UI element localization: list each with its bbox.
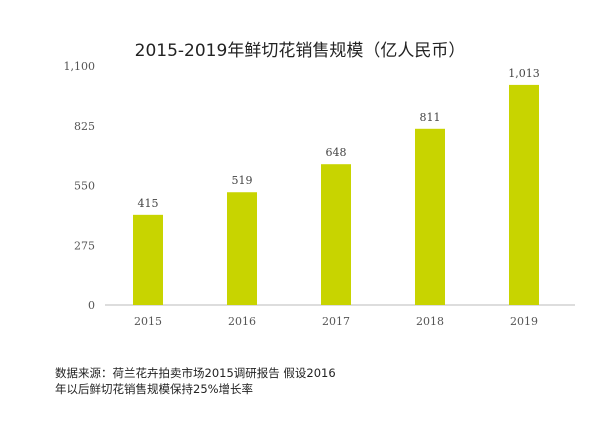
bar (321, 164, 351, 305)
data-label: 1,013 (508, 67, 540, 80)
bar (415, 128, 445, 305)
x-tick-label: 2018 (416, 315, 444, 328)
y-tick-label: 825 (74, 120, 95, 133)
data-label: 415 (138, 197, 159, 210)
y-tick-label: 0 (88, 299, 95, 312)
y-tick-label: 550 (74, 180, 95, 193)
chart-title: 2015-2019年鲜切花销售规模（亿人民币） (134, 41, 466, 61)
bar (509, 84, 539, 305)
bar (227, 192, 257, 305)
data-label: 648 (326, 146, 347, 159)
x-tick-label: 2019 (510, 315, 538, 328)
data-label: 811 (420, 111, 441, 124)
x-tick-label: 2017 (322, 315, 350, 328)
x-tick-label: 2016 (228, 315, 256, 328)
y-tick-label: 275 (74, 239, 95, 252)
source-note: 数据来源：荷兰花卉拍卖市场2015调研报告 假设2016年以后鲜切花销售规模保持… (55, 366, 336, 396)
x-tick-label: 2015 (134, 315, 162, 328)
y-tick-label: 1,100 (64, 60, 96, 73)
bar (133, 214, 163, 305)
data-label: 519 (232, 174, 253, 187)
